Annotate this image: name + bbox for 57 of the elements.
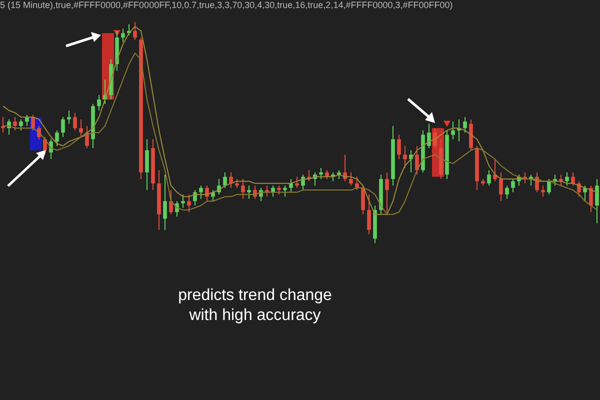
- candlestick: [565, 172, 569, 186]
- candlestick: [145, 138, 149, 191]
- candlestick: [571, 172, 575, 186]
- text: predicts trend change with high accuracy: [177, 286, 333, 326]
- candlestick: [595, 178, 599, 224]
- candlestick: [55, 130, 59, 146]
- candlestick: [289, 178, 293, 193]
- candlestick: [163, 174, 167, 230]
- candlestick: [67, 110, 71, 124]
- candlestick: [19, 118, 23, 131]
- candlestick: [367, 194, 371, 235]
- candlestick: [385, 172, 389, 213]
- candlestick: [265, 185, 269, 198]
- candlestick: [271, 185, 275, 198]
- candlestick: [61, 116, 65, 138]
- candlestick: [13, 116, 17, 131]
- candlestick: [223, 172, 227, 188]
- candlestick: [451, 121, 455, 140]
- candlestick: [25, 114, 29, 126]
- candlestick: [361, 185, 365, 215]
- candlestick: [85, 125, 89, 149]
- candlestick: [583, 185, 587, 202]
- candlestick: [79, 118, 83, 138]
- candlestick: [427, 123, 431, 149]
- candlestick: [97, 94, 101, 111]
- candlestick: [505, 185, 509, 200]
- chart-title: 5 (15 Minute),true,#FFFF0000,#FF0000FF,10,0.7,true,3,3,70,30,4,30,true,16,true,2,14,#FFFF0000,3,#FF00FF00): [0, 0, 453, 10]
- candlestick: [121, 28, 125, 42]
- candlestick: [355, 176, 359, 191]
- candlestick: [349, 172, 353, 186]
- candlestick: [247, 185, 251, 200]
- candlestick: [241, 178, 245, 200]
- candlestick: [397, 134, 401, 160]
- candlestick: [73, 112, 77, 131]
- candlestick: [43, 136, 47, 156]
- candlestick: [199, 185, 203, 200]
- candlestick: [577, 180, 581, 198]
- candlestick: [181, 194, 185, 208]
- candlestick: [589, 185, 593, 213]
- candlestick: [487, 170, 491, 186]
- candlestick: [547, 178, 551, 195]
- candlestick: [511, 178, 515, 193]
- candlestick: [319, 167, 323, 180]
- candlestick: [493, 158, 497, 182]
- candlestick: [415, 145, 419, 176]
- candlestick: [49, 138, 53, 160]
- candlestick: [187, 194, 191, 213]
- candlestick: [283, 185, 287, 198]
- candlestick: [169, 190, 173, 215]
- candlestick: [133, 22, 137, 40]
- candlestick: [463, 116, 467, 134]
- candlestick: [217, 178, 221, 195]
- candlestick: [499, 172, 503, 202]
- candlestick: [403, 145, 407, 168]
- candlestick: [295, 176, 299, 188]
- candlestick: [229, 172, 233, 188]
- candlestick: [541, 185, 545, 198]
